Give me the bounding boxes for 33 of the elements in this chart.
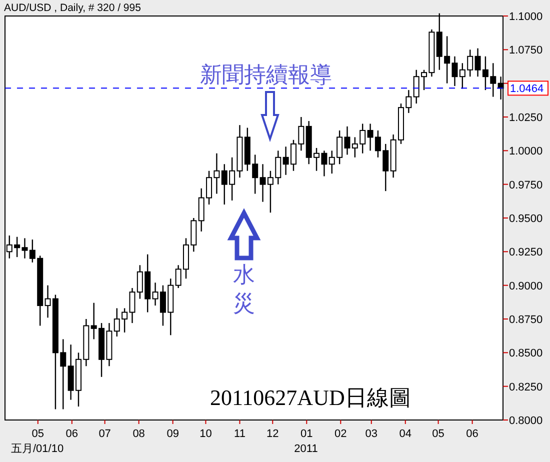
x-tick-label: 06 [466,428,478,440]
y-tick-label: 0.8250 [509,381,543,394]
x-tick-label: 07 [98,428,111,440]
y-tick-label: 1.1000 [509,11,543,23]
x-tick-label: 01 [300,428,313,440]
y-tick-label: 0.9750 [509,179,543,192]
x-tick-label: 10 [200,428,212,440]
annotation: 20110627AUD日線圖 [210,385,411,410]
ref-line-label: 1.0464 [510,83,544,96]
y-tick-label: 1.0250 [509,112,543,124]
x-tick-label: 09 [166,428,179,440]
y-tick-label: 0.9000 [509,280,543,292]
chart-title: AUD/USD , Daily, # 320 / 995 [4,2,142,14]
annotation: 水災 [233,262,255,316]
text: 五月/01/10 [11,443,64,455]
y-tick-label: 0.9250 [509,246,543,259]
x-tick-label: 05 [432,428,444,440]
x-tick-label: 11 [234,428,246,440]
x-tick-label: 12 [266,428,279,440]
y-tick-label: 1.0000 [509,146,543,158]
y-tick-label: 0.9500 [509,213,543,225]
x-tick-label: 02 [334,428,347,440]
y-tick-label: 0.8750 [509,314,543,326]
x-tick-label: 03 [365,428,378,440]
y-tick-label: 0.8500 [509,348,543,360]
x-tick-label: 06 [66,428,78,440]
y-tick-label: 1.0750 [509,44,543,57]
text: 2011 [294,443,318,455]
x-tick-label: 08 [132,428,145,440]
x-tick-label: 05 [32,428,44,440]
x-tick-label: 04 [399,428,412,440]
y-tick-label: 0.8000 [509,415,543,427]
annotation: 新聞持續報導 [200,62,332,87]
